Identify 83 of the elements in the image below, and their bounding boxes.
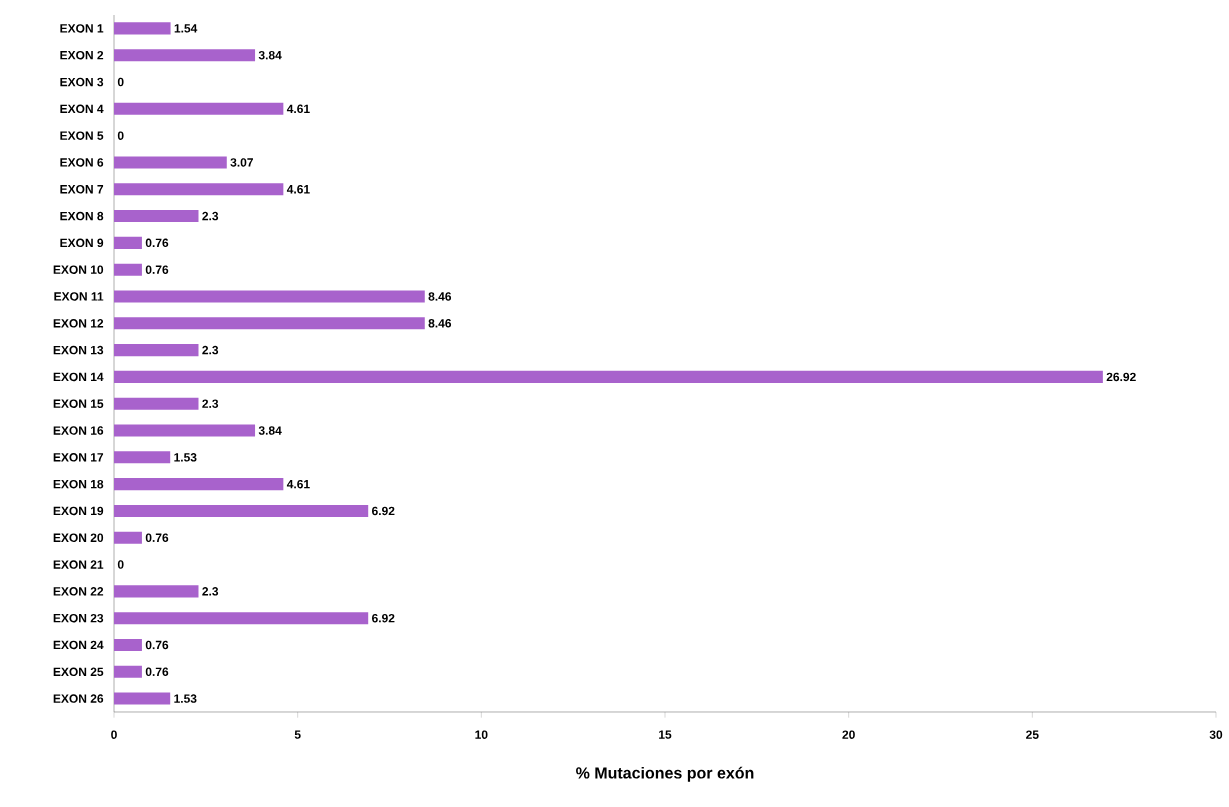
bar — [114, 612, 369, 625]
bar — [114, 504, 369, 517]
bar — [114, 692, 171, 705]
data-label: 2.3 — [202, 587, 219, 596]
bar — [114, 585, 199, 598]
y-tick-label: EXON 14 — [53, 372, 104, 382]
y-tick-label: EXON 19 — [53, 506, 104, 516]
data-label: 0 — [117, 560, 124, 569]
y-tick-label: EXON 15 — [53, 399, 104, 408]
bar — [114, 370, 1103, 383]
y-tick-label: EXON 6 — [60, 158, 104, 167]
y-tick-label: EXON 22 — [53, 587, 104, 596]
data-label: 6.92 — [372, 506, 395, 516]
bar — [114, 451, 171, 464]
bar — [114, 317, 425, 330]
x-tick-label: 20 — [842, 730, 855, 739]
bar — [114, 531, 142, 544]
data-label: 0.76 — [145, 533, 169, 542]
bar — [114, 397, 199, 410]
y-tick-label: EXON 8 — [60, 211, 104, 221]
y-tick-label: EXON 12 — [53, 319, 104, 328]
data-label: 2.3 — [202, 345, 219, 355]
x-tick-label: 25 — [1026, 730, 1039, 739]
y-tick-label: EXON 23 — [53, 613, 104, 623]
y-tick-label: EXON 11 — [54, 292, 104, 301]
y-tick-label: EXON 18 — [53, 479, 104, 489]
x-tick-label: 0 — [111, 730, 117, 739]
data-label: 8.46 — [428, 319, 452, 328]
x-tick-label: 15 — [659, 730, 672, 739]
bar — [114, 156, 227, 169]
data-label: 26.92 — [1106, 372, 1136, 382]
y-tick-label: EXON 17 — [53, 453, 104, 462]
bar — [114, 102, 284, 115]
data-label: 6.92 — [372, 613, 395, 623]
bar — [114, 424, 256, 437]
data-label: 3.84 — [258, 50, 282, 60]
bar — [114, 665, 142, 678]
bar — [114, 49, 256, 62]
data-label: 4.61 — [286, 104, 310, 114]
y-tick-label: EXON 3 — [60, 77, 104, 87]
x-axis-title: % Mutaciones por exón — [576, 766, 754, 782]
x-tick-label: 10 — [475, 730, 488, 739]
y-tick-label: EXON 9 — [60, 238, 104, 248]
y-tick-label: EXON 26 — [53, 694, 104, 703]
y-tick-label: EXON 1 — [60, 24, 104, 33]
data-label: 0.76 — [145, 640, 169, 650]
y-tick-label: EXON 16 — [53, 426, 104, 435]
bar — [114, 210, 199, 223]
data-label: 1.53 — [174, 694, 197, 703]
y-tick-label: EXON 7 — [60, 185, 104, 194]
data-label: 1.53 — [174, 453, 197, 462]
bar — [114, 236, 142, 249]
y-tick-label: EXON 20 — [53, 533, 104, 542]
data-label: 2.3 — [202, 399, 219, 408]
data-label: 1.54 — [174, 24, 198, 33]
y-tick-label: EXON 2 — [60, 50, 104, 60]
y-tick-label: EXON 21 — [53, 560, 104, 569]
data-label: 0.76 — [145, 265, 169, 274]
data-label: 4.61 — [286, 479, 310, 489]
data-label: 2.3 — [202, 211, 219, 221]
y-tick-label: EXON 4 — [60, 104, 104, 114]
y-tick-label: EXON 13 — [53, 345, 104, 355]
x-tick-label: 5 — [294, 730, 301, 739]
bar — [114, 638, 142, 652]
y-tick-label: EXON 24 — [53, 640, 104, 650]
data-label: 0.76 — [145, 238, 169, 248]
bar — [114, 344, 199, 357]
bar — [114, 478, 284, 491]
data-label: 0 — [117, 131, 124, 140]
y-tick-label: EXON 25 — [53, 667, 104, 677]
data-label: 8.46 — [428, 292, 452, 301]
data-label: 3.07 — [230, 158, 253, 167]
data-label: 3.84 — [258, 426, 282, 435]
data-label: 0 — [117, 77, 124, 87]
y-tick-label: EXON 10 — [53, 265, 104, 274]
y-tick-label: EXON 5 — [60, 131, 104, 140]
bar — [114, 22, 171, 35]
bar — [114, 183, 284, 196]
bar — [114, 263, 142, 276]
data-label: 0.76 — [145, 667, 169, 677]
bar — [114, 290, 425, 303]
data-label: 4.61 — [286, 185, 310, 194]
x-tick-label: 30 — [1209, 730, 1223, 739]
